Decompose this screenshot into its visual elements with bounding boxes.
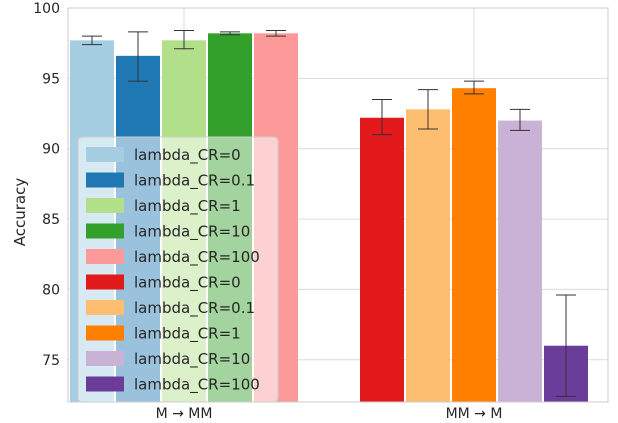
y-tick-label: 100: [33, 1, 60, 17]
legend-swatch: [86, 325, 124, 341]
y-tick-label: 75: [42, 353, 60, 369]
x-tick-label: MM → M: [446, 406, 503, 422]
legend-swatch: [86, 172, 124, 188]
bar: [498, 120, 542, 403]
y-tick-label: 80: [42, 282, 60, 298]
legend-swatch: [86, 249, 124, 264]
legend-label: lambda_CR=1: [134, 197, 241, 216]
legend-swatch: [86, 198, 124, 213]
error-bars: [82, 30, 576, 397]
legend-label: lambda_CR=100: [134, 248, 260, 267]
legend-swatch: [86, 274, 124, 290]
legend-swatch: [86, 351, 124, 366]
legend-label: lambda_CR=10: [134, 223, 250, 242]
legend-label: lambda_CR=10: [134, 350, 250, 369]
y-tick-label: 95: [42, 71, 60, 87]
plot-frame: [67, 7, 609, 403]
y-axis-label: Accuracy: [11, 178, 29, 247]
legend-label: lambda_CR=0: [134, 274, 241, 293]
x-tick-labels: M → MM MM → M: [156, 406, 503, 422]
legend-swatch: [86, 223, 124, 239]
legend-label: lambda_CR=0.1: [134, 299, 255, 318]
y-tick-label: 85: [42, 212, 60, 228]
bar: [452, 88, 496, 402]
y-tick-labels: 75 80 85 90 95 100: [33, 1, 60, 369]
legend-swatch: [86, 300, 124, 315]
y-tick-label: 90: [42, 142, 60, 158]
bar: [360, 117, 404, 402]
legend-label: lambda_CR=0.1: [134, 172, 255, 191]
legend-label: lambda_CR=0: [134, 146, 241, 165]
legend-label: lambda_CR=1: [134, 325, 241, 344]
legend-label: lambda_CR=100: [134, 376, 260, 395]
legend-swatch: [86, 147, 124, 162]
bar: [406, 109, 450, 403]
legend: lambda_CR=0lambda_CR=0.1lambda_CR=1lambd…: [77, 136, 279, 403]
legend-swatch: [86, 376, 124, 392]
x-tick-label: M → MM: [156, 406, 213, 422]
